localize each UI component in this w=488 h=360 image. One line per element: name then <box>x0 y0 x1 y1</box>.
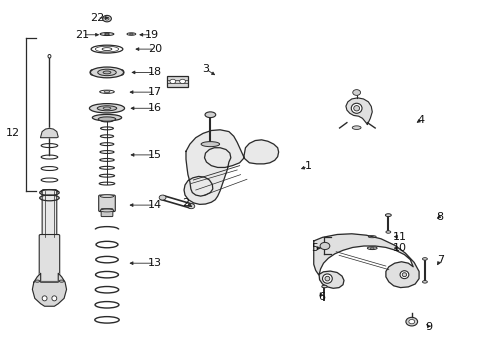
Text: 16: 16 <box>147 103 162 113</box>
Ellipse shape <box>351 126 360 130</box>
Ellipse shape <box>98 117 116 121</box>
Text: 17: 17 <box>147 87 162 97</box>
Polygon shape <box>183 130 278 204</box>
Text: 22: 22 <box>90 13 104 23</box>
Ellipse shape <box>35 280 40 282</box>
FancyBboxPatch shape <box>42 190 57 238</box>
Text: 4: 4 <box>417 115 424 125</box>
Ellipse shape <box>422 258 427 260</box>
Polygon shape <box>313 234 418 288</box>
Text: 9: 9 <box>425 322 431 332</box>
Text: 7: 7 <box>436 255 443 265</box>
Ellipse shape <box>103 71 111 74</box>
Text: 6: 6 <box>317 292 325 302</box>
Ellipse shape <box>366 247 376 249</box>
Circle shape <box>187 204 194 209</box>
Text: 20: 20 <box>147 44 162 54</box>
Text: 18: 18 <box>147 67 162 77</box>
Ellipse shape <box>100 195 114 198</box>
Circle shape <box>169 79 175 84</box>
Circle shape <box>405 318 417 326</box>
FancyBboxPatch shape <box>99 195 115 212</box>
Ellipse shape <box>350 103 361 113</box>
Ellipse shape <box>321 285 326 288</box>
Text: 12: 12 <box>6 129 20 138</box>
Text: 15: 15 <box>147 150 162 160</box>
Ellipse shape <box>353 105 359 111</box>
Ellipse shape <box>52 296 57 301</box>
Circle shape <box>352 90 360 95</box>
Ellipse shape <box>98 69 116 76</box>
Ellipse shape <box>201 141 219 147</box>
Polygon shape <box>41 129 58 138</box>
Text: 19: 19 <box>144 30 159 40</box>
Text: 14: 14 <box>147 200 162 210</box>
Polygon shape <box>32 273 66 306</box>
Ellipse shape <box>385 214 390 217</box>
Ellipse shape <box>42 296 47 301</box>
Circle shape <box>179 79 185 84</box>
Ellipse shape <box>422 280 427 283</box>
Circle shape <box>320 242 329 249</box>
Ellipse shape <box>204 112 215 118</box>
Ellipse shape <box>385 231 390 233</box>
Ellipse shape <box>48 54 51 58</box>
Ellipse shape <box>59 280 64 282</box>
Text: 3: 3 <box>202 64 208 74</box>
Polygon shape <box>345 98 371 125</box>
Text: 21: 21 <box>76 30 89 40</box>
Ellipse shape <box>90 67 123 78</box>
Text: 10: 10 <box>392 243 406 253</box>
Text: 8: 8 <box>435 212 442 221</box>
Ellipse shape <box>322 274 331 283</box>
Circle shape <box>105 17 109 20</box>
Ellipse shape <box>89 104 124 113</box>
Ellipse shape <box>119 69 124 75</box>
Text: 5: 5 <box>310 243 317 253</box>
Circle shape <box>102 15 111 22</box>
FancyBboxPatch shape <box>39 234 60 282</box>
Circle shape <box>159 195 165 200</box>
Ellipse shape <box>100 209 114 212</box>
Circle shape <box>408 319 414 324</box>
Ellipse shape <box>399 271 408 279</box>
Ellipse shape <box>90 69 95 75</box>
Text: 13: 13 <box>147 258 162 268</box>
Text: 2: 2 <box>182 198 189 208</box>
Text: 11: 11 <box>392 232 406 242</box>
FancyBboxPatch shape <box>101 209 113 217</box>
Text: 1: 1 <box>304 161 311 171</box>
Ellipse shape <box>325 276 329 281</box>
Ellipse shape <box>402 273 406 276</box>
Ellipse shape <box>97 106 117 111</box>
Ellipse shape <box>92 114 122 121</box>
FancyBboxPatch shape <box>166 76 188 87</box>
Ellipse shape <box>369 247 373 249</box>
